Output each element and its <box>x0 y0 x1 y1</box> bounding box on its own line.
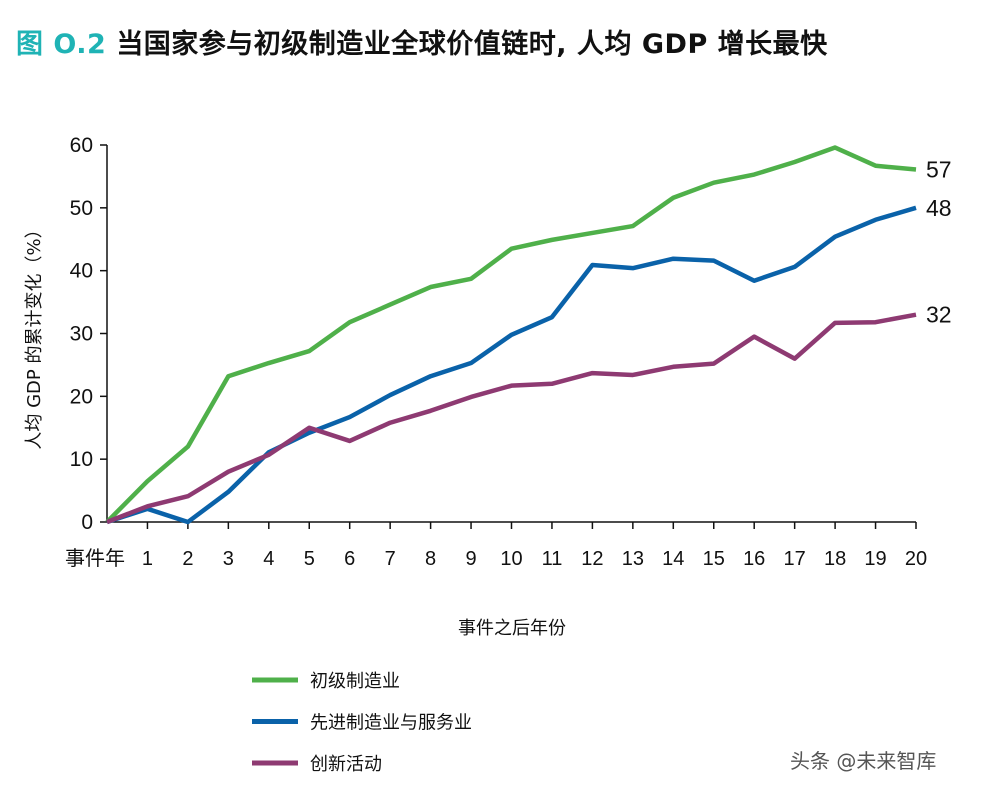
x-tick-label: 14 <box>662 548 684 570</box>
x-tick-label: 11 <box>542 548 563 570</box>
x-tick-label: 9 <box>465 548 476 570</box>
x-tick-label: 19 <box>864 548 886 570</box>
legend-label: 创新活动 <box>310 754 382 775</box>
chart-title: 图 O.2 当国家参与初级制造业全球价值链时, 人均 GDP 增长最快 <box>16 22 828 61</box>
series-line-2 <box>106 205 917 525</box>
x-tick-label: 5 <box>304 548 315 570</box>
x-tick-label: 2 <box>182 548 193 570</box>
y-tick-label: 60 <box>70 134 93 157</box>
x-tick-label: 6 <box>344 548 355 570</box>
x-tick-label: 13 <box>622 548 644 570</box>
end-label: 48 <box>926 195 952 221</box>
end-label: 57 <box>926 157 952 183</box>
y-axis-label: 人均 GDP 的累计变化（%） <box>24 220 45 449</box>
y-tick-label: 50 <box>70 197 93 220</box>
y-tick-label: 40 <box>70 260 93 283</box>
x-tick-label: 12 <box>581 548 603 570</box>
x-tick-label: 1 <box>142 548 153 570</box>
end-label: 32 <box>926 302 952 328</box>
x-tick-label: 4 <box>263 548 274 570</box>
x-tick-label: 8 <box>425 548 436 570</box>
figure-label: 图 O.2 <box>16 29 107 60</box>
y-tick-label: 20 <box>70 385 93 408</box>
x-tick-label: 10 <box>500 548 522 570</box>
y-tick-label: 30 <box>70 323 93 346</box>
x-tick-label: 18 <box>824 548 846 570</box>
title-text: 当国家参与初级制造业全球价值链时, 人均 GDP 增长最快 <box>116 29 828 60</box>
y-tick-label: 10 <box>70 448 93 471</box>
y-tick-label: 0 <box>81 511 93 534</box>
x-axis-label: 事件之后年份 <box>458 618 566 639</box>
legend-label: 初级制造业 <box>310 671 400 692</box>
x-tick-label: 17 <box>784 548 806 570</box>
x-tick-label: 3 <box>223 548 234 570</box>
x-tick-label: 事件年 <box>65 547 125 570</box>
x-tick-label: 15 <box>703 548 725 570</box>
x-tick-label: 20 <box>905 548 927 570</box>
x-tick-label: 16 <box>743 548 765 570</box>
watermark: 头条 @未来智库 <box>790 749 936 773</box>
legend-label: 先进制造业与服务业 <box>310 713 472 734</box>
x-tick-label: 7 <box>385 548 396 570</box>
